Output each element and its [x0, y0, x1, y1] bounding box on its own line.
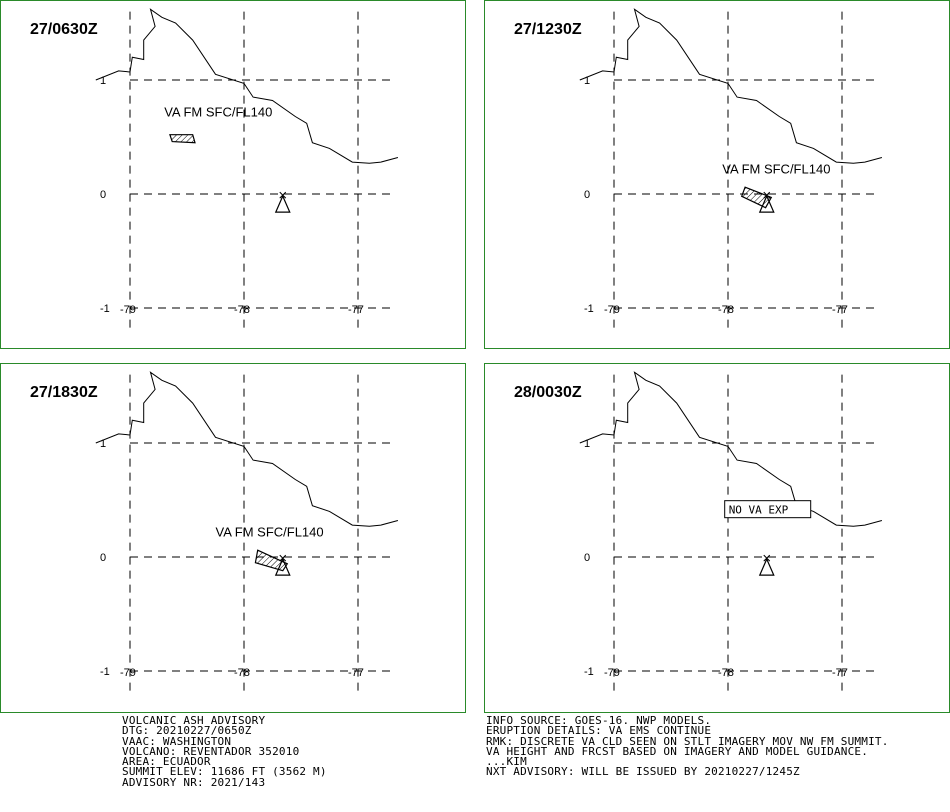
lat-tick-label: 0	[584, 189, 590, 201]
lat-tick-label: 1	[100, 438, 106, 450]
advisory-header-line: VAAC: WASHINGTON	[122, 734, 232, 748]
ash-cloud-area	[740, 186, 773, 209]
lon-tick-label: -79	[120, 304, 136, 316]
panel-frame	[484, 0, 950, 349]
advisory-detail-line: ERUPTION DETAILS: VA EMS CONTINUE	[486, 724, 712, 738]
panel-title: 27/0630Z	[30, 21, 98, 38]
lat-tick-label: 1	[584, 75, 590, 87]
panel-title: 27/1830Z	[30, 384, 98, 401]
lon-tick-label: -78	[718, 667, 734, 679]
map-panel-4: 1 0 -1 -79 -78 -77 NO VA EXP 28/0030Z	[484, 363, 950, 713]
map-panel-2: 1 0 -1 -79 -78 -77 VA FM SFC/FL140 27/1230Z	[484, 0, 950, 349]
panel-frame	[484, 363, 950, 713]
ash-label: VA FM SFC/FL140	[216, 524, 324, 539]
lon-tick-label: -78	[718, 304, 734, 316]
advisory-detail-line: NXT ADVISORY: WILL BE ISSUED BY 20210227…	[486, 765, 800, 779]
map-panel-1: 1 0 -1 -79 -78 -77 VA FM SFC/FL140 27/0630Z	[0, 0, 466, 349]
advisory-detail-line: ...KIM	[486, 755, 527, 769]
lat-tick-label: 1	[100, 75, 106, 87]
panel-title: 28/0030Z	[514, 384, 582, 401]
panel-frame	[0, 0, 466, 349]
lon-tick-label: -77	[832, 304, 848, 316]
coastline	[95, 8, 399, 164]
lon-tick-label: -79	[604, 304, 620, 316]
advisory-header-line: VOLCANO: REVENTADOR 352010	[122, 744, 300, 758]
lon-tick-label: -77	[832, 667, 848, 679]
lon-tick-label: -78	[234, 667, 250, 679]
advisory-detail-line: RMK: DISCRETE VA CLD SEEN ON STLT IMAGER…	[486, 734, 889, 748]
coastline	[579, 371, 883, 527]
lat-tick-label: 0	[100, 189, 106, 201]
advisory-header-line: SUMMIT ELEV: 11686 FT (3562 M)	[122, 765, 327, 779]
volcano-marker	[758, 557, 775, 576]
advisory-detail-line: INFO SOURCE: GOES-16. NWP MODELS.	[486, 714, 712, 727]
advisory-header-line: ADVISORY NR: 2021/143	[122, 775, 266, 789]
lat-tick-label: -1	[584, 666, 594, 678]
advisory-header-block: VOLCANIC ASH ADVISORY DTG: 20210227/0650Z…	[122, 714, 327, 789]
advisory-details-block: INFO SOURCE: GOES-16. NWP MODELS. ERUPTIO…	[486, 714, 889, 779]
map-panel-3: 1 0 -1 -79 -78 -77 VA FM SFC/FL140 27/1830Z	[0, 363, 466, 713]
ash-cloud-area	[169, 134, 196, 144]
advisory-header-line: VOLCANIC ASH ADVISORY	[122, 714, 266, 727]
volcano-marker	[274, 194, 291, 213]
lat-tick-label: 0	[584, 552, 590, 564]
lat-tick-label: -1	[100, 303, 110, 315]
lon-tick-label: -79	[604, 667, 620, 679]
lat-tick-label: 0	[100, 552, 106, 564]
advisory-header-line: AREA: ECUADOR	[122, 755, 211, 769]
lon-tick-label: -79	[120, 667, 136, 679]
lat-tick-label: -1	[100, 666, 110, 678]
lon-tick-label: -77	[348, 304, 364, 316]
coastline	[95, 371, 399, 527]
ash-cloud-area	[254, 549, 289, 572]
lon-tick-label: -78	[234, 304, 250, 316]
advisory-header-line: DTG: 20210227/0650Z	[122, 724, 252, 738]
lat-tick-label: -1	[584, 303, 594, 315]
coastline	[579, 8, 883, 164]
ash-label: VA FM SFC/FL140	[722, 161, 830, 176]
lat-tick-label: 1	[584, 438, 590, 450]
advisory-detail-line: VA HEIGHT AND FRCST BASED ON IMAGERY AND…	[486, 744, 869, 758]
ash-label: VA FM SFC/FL140	[164, 104, 272, 119]
lon-tick-label: -77	[348, 667, 364, 679]
panel-title: 27/1230Z	[514, 21, 582, 38]
no-ash-box	[724, 500, 812, 519]
no-ash-label: NO VA EXP	[729, 504, 789, 517]
panel-frame	[0, 363, 466, 713]
